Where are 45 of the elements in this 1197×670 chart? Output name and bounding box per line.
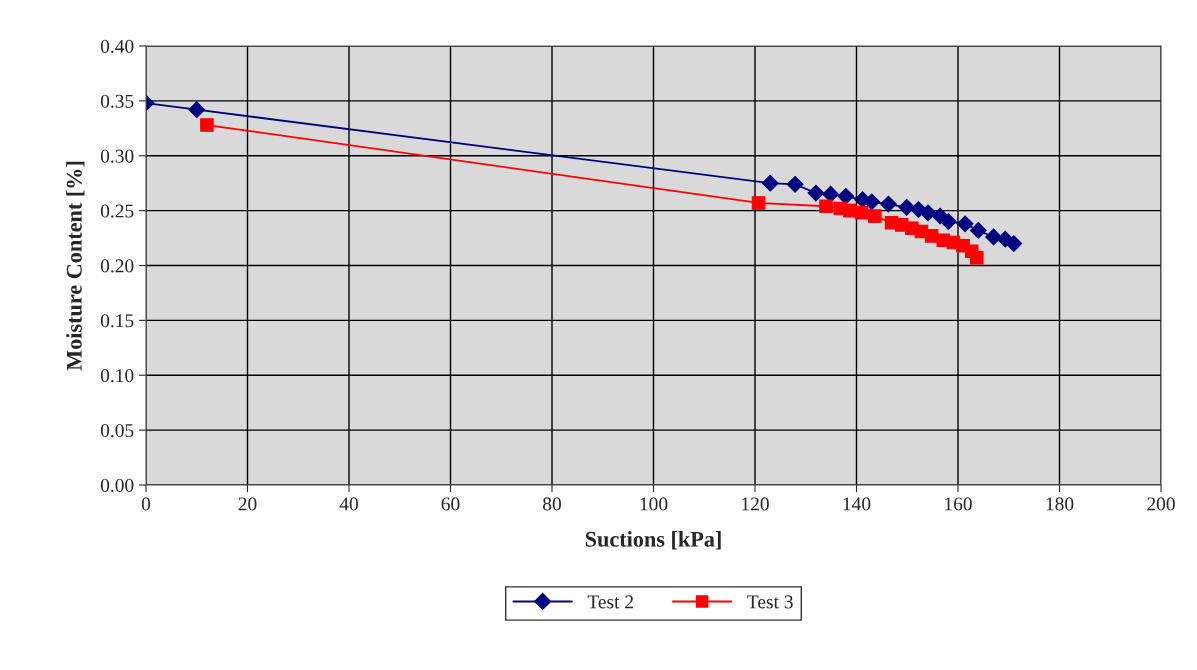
y-tick-label: 0.20 [100,259,134,273]
legend-label: Test 2 [587,595,633,609]
y-tick-label: 0.30 [100,149,134,163]
y-tick-label: 0.10 [100,369,134,383]
point [956,215,974,233]
point [819,199,833,213]
x-tick-label: 80 [543,497,561,511]
point [970,251,984,265]
point [969,222,987,239]
y-tick-label: 0.05 [100,423,134,438]
x-tick-label: 140 [843,497,871,511]
point [880,195,897,213]
x-tick-label: 20 [238,497,257,511]
point [939,213,957,230]
y-tick-label: 0.35 [100,94,134,108]
y-tick-label: 0.40 [100,39,134,54]
y-tick-label: 0.15 [100,314,134,328]
point [1005,235,1023,252]
y-tick-label: 0.25 [100,204,134,218]
x-axis-title: Suctions [kPa] [585,531,721,550]
x-tick-label: 120 [742,497,769,511]
point [898,198,916,216]
point [761,174,779,192]
point [919,204,937,222]
point [837,187,855,205]
y-axis-title: Moisture Content [%] [66,161,85,371]
point [985,228,1002,246]
x-tick-label: 100 [640,497,668,511]
x-tick-label: 160 [945,497,972,511]
point [751,196,766,210]
y-tick-label: 0.00 [100,478,134,493]
point [868,209,882,223]
point [924,229,939,243]
x-tick-label: 0 [141,497,151,511]
point [200,118,214,132]
point [188,101,206,119]
x-tick-label: 180 [1046,497,1074,511]
legend-label: Test 3 [747,595,793,609]
x-tick-label: 40 [339,497,358,511]
point [786,175,804,193]
x-tick-label: 60 [441,497,460,511]
x-tick-label: 200 [1147,497,1175,511]
point [807,184,825,202]
point [854,206,869,220]
point [822,185,839,203]
